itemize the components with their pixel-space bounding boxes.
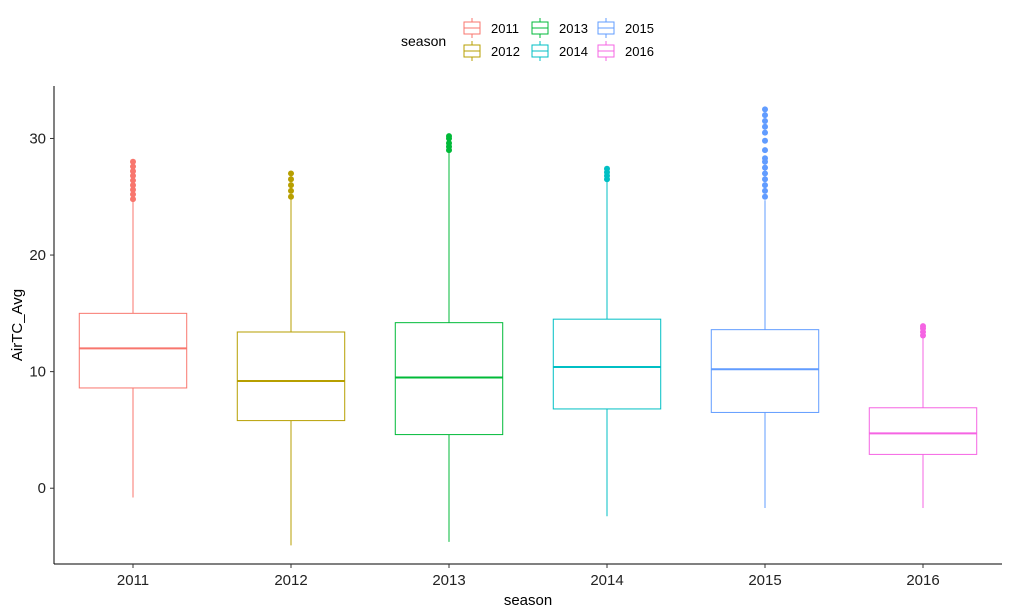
outlier-point	[446, 133, 452, 140]
outlier-point	[604, 165, 610, 172]
plot-area	[78, 106, 978, 546]
legend-item-2011: 2011	[463, 18, 519, 38]
legend-label: 2013	[559, 21, 588, 36]
x-axis-ticks: 2011 2012 2013 2014 2015 2016	[117, 564, 940, 589]
outlier-point	[288, 187, 294, 194]
outlier-point	[762, 155, 768, 162]
y-tick-label: 10	[29, 364, 46, 381]
box-2015	[710, 106, 820, 509]
y-tick-label: 30	[29, 130, 46, 147]
box-iqr	[394, 322, 504, 436]
outlier-point	[762, 137, 768, 144]
box-iqr	[552, 318, 662, 410]
box-2011	[78, 158, 188, 498]
outlier-point	[762, 170, 768, 177]
box-2012	[236, 170, 346, 546]
outlier-point	[288, 193, 294, 200]
x-tick-label: 2014	[590, 572, 623, 589]
outlier-point	[130, 172, 136, 179]
outlier-point	[762, 117, 768, 124]
outlier-point	[130, 158, 136, 165]
box-2014	[552, 165, 662, 517]
legend: season 2011 2012 2013 2014 2015 2016	[401, 18, 654, 61]
legend-label: 2011	[491, 21, 519, 36]
outlier-point	[130, 186, 136, 193]
outlier-point	[288, 170, 294, 177]
y-tick-label: 0	[38, 480, 46, 497]
legend-label: 2014	[559, 44, 588, 59]
x-tick-label: 2015	[748, 572, 781, 589]
box-iqr	[710, 329, 820, 413]
x-tick-label: 2012	[274, 572, 307, 589]
legend-label: 2012	[491, 44, 520, 59]
outlier-point	[762, 176, 768, 183]
legend-label: 2016	[625, 44, 654, 59]
box-iqr	[236, 331, 346, 422]
box-iqr	[78, 312, 188, 389]
outlier-point	[762, 187, 768, 194]
outlier-point	[762, 193, 768, 200]
y-axis-ticks: 0 10 20 30	[29, 130, 54, 497]
box-2016	[868, 323, 978, 509]
outlier-point	[130, 168, 136, 175]
outlier-point	[130, 177, 136, 184]
outlier-point	[130, 182, 136, 189]
legend-label: 2015	[625, 21, 654, 36]
legend-item-2013: 2013	[531, 18, 588, 38]
legend-title: season	[401, 33, 446, 49]
legend-item-2012: 2012	[463, 41, 520, 61]
outlier-point	[762, 106, 768, 113]
x-tick-label: 2013	[432, 572, 465, 589]
x-tick-label: 2011	[117, 572, 149, 589]
outlier-point	[288, 176, 294, 183]
outlier-point	[762, 182, 768, 189]
outlier-point	[130, 191, 136, 198]
y-axis-title: AirTC_Avg	[9, 289, 26, 361]
outlier-point	[446, 140, 452, 147]
outlier-point	[288, 182, 294, 189]
y-tick-label: 20	[29, 247, 46, 264]
x-tick-label: 2016	[906, 572, 939, 589]
outlier-point	[130, 163, 136, 170]
outlier-point	[762, 123, 768, 130]
outlier-point	[130, 196, 136, 203]
outlier-point	[920, 323, 926, 330]
x-axis-title: season	[504, 592, 552, 609]
outlier-point	[762, 164, 768, 171]
legend-item-2016: 2016	[597, 41, 654, 61]
box-iqr	[868, 407, 978, 455]
outlier-point	[762, 147, 768, 154]
legend-item-2014: 2014	[531, 41, 588, 61]
outlier-point	[762, 129, 768, 136]
outlier-point	[762, 112, 768, 119]
legend-item-2015: 2015	[597, 18, 654, 38]
box-2013	[394, 133, 504, 542]
